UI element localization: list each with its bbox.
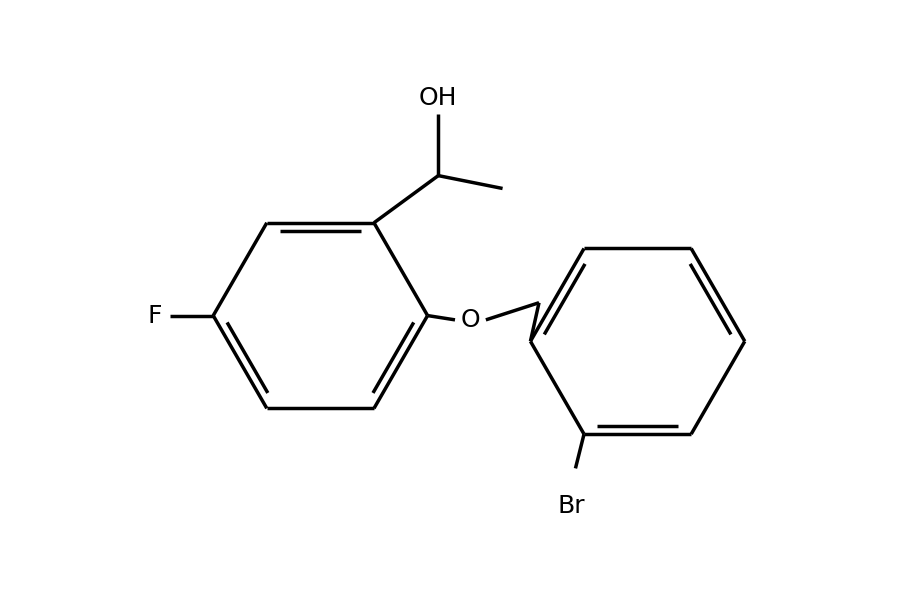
Text: Br: Br [558,494,585,518]
Text: O: O [461,308,480,332]
Text: F: F [147,303,162,328]
Text: OH: OH [419,85,458,110]
